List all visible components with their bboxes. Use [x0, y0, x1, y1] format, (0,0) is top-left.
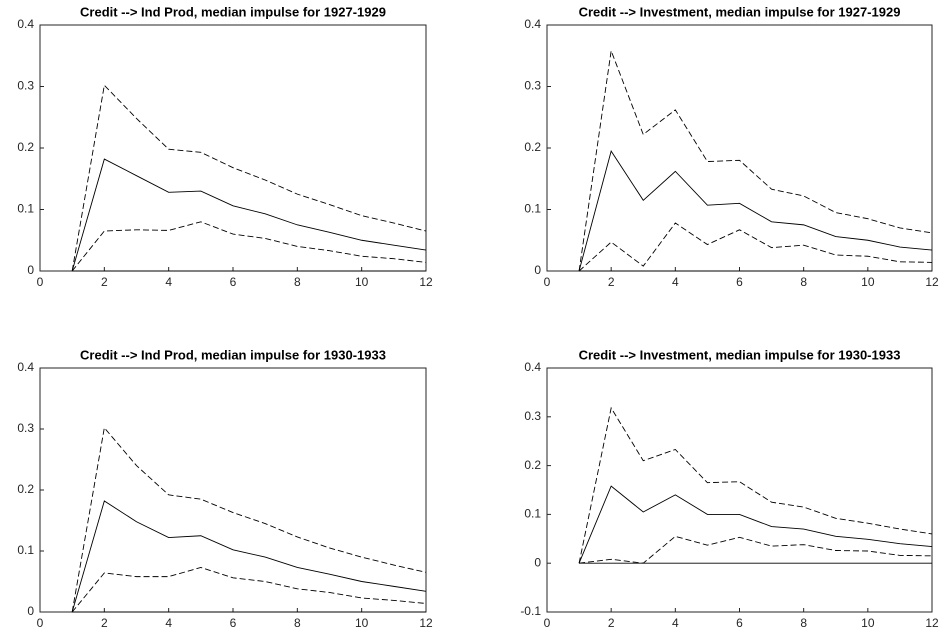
y-tick-label: 0.4 — [524, 17, 541, 31]
series-line — [578, 485, 933, 564]
x-tick-label: 12 — [419, 616, 433, 630]
y-tick-label: 0.3 — [524, 79, 541, 93]
x-tick-label: 6 — [230, 275, 237, 289]
y-tick-label: 0 — [534, 555, 541, 569]
plot-area — [546, 24, 933, 272]
y-tick-label: 0.4 — [524, 360, 541, 374]
series-line — [578, 149, 933, 272]
x-tick-label: 2 — [101, 275, 108, 289]
chart-title: Credit --> Ind Prod, median impulse for … — [80, 4, 386, 19]
x-tick-label: 4 — [165, 275, 172, 289]
plot-area — [39, 24, 427, 272]
plot-area — [39, 367, 427, 613]
x-tick-label: 0 — [37, 275, 44, 289]
x-tick-label: 12 — [925, 275, 939, 289]
y-tick-label: 0.4 — [17, 360, 34, 374]
y-tick-label: 0.3 — [17, 79, 34, 93]
x-tick-label: 0 — [37, 616, 44, 630]
x-tick-label: 2 — [101, 616, 108, 630]
x-tick-label: 4 — [672, 616, 679, 630]
plot-area — [546, 367, 933, 613]
y-tick-label: 0 — [534, 263, 541, 277]
y-tick-label: 0.2 — [524, 140, 541, 154]
y-tick-label: 0.1 — [524, 202, 541, 216]
x-tick-label: 2 — [608, 275, 615, 289]
x-tick-label: 10 — [861, 275, 875, 289]
y-tick-label: 0 — [27, 263, 34, 277]
x-tick-label: 6 — [230, 616, 237, 630]
x-tick-label: 12 — [419, 275, 433, 289]
x-tick-label: 10 — [861, 616, 875, 630]
series-line — [578, 222, 933, 272]
x-tick-label: 6 — [736, 275, 743, 289]
series-line — [71, 158, 427, 272]
panel: Credit --> Ind Prod, median impulse for … — [17, 4, 433, 289]
y-tick-label: 0.4 — [17, 17, 34, 31]
series-line — [578, 49, 933, 272]
x-tick-label: 8 — [294, 275, 301, 289]
chart-title: Credit --> Ind Prod, median impulse for … — [80, 347, 386, 362]
panel: Credit --> Investment, median impulse fo… — [524, 4, 939, 289]
x-tick-label: 6 — [736, 616, 743, 630]
x-tick-label: 12 — [925, 616, 939, 630]
panel: Credit --> Investment, median impulse fo… — [520, 347, 939, 630]
x-tick-label: 0 — [544, 616, 551, 630]
y-tick-label: 0.2 — [17, 482, 34, 496]
y-tick-label: 0.3 — [17, 421, 34, 435]
series-line — [71, 426, 427, 613]
series-line — [71, 84, 427, 272]
series-line — [71, 221, 427, 272]
y-tick-label: 0.3 — [524, 409, 541, 423]
chart-title: Credit --> Investment, median impulse fo… — [579, 347, 901, 362]
y-tick-label: -0.1 — [520, 604, 541, 618]
x-tick-label: 2 — [608, 616, 615, 630]
series-line — [71, 500, 427, 613]
x-tick-label: 4 — [165, 616, 172, 630]
y-tick-label: 0.1 — [17, 543, 34, 557]
x-tick-label: 0 — [544, 275, 551, 289]
y-tick-label: 0.1 — [524, 507, 541, 521]
series-line — [579, 535, 933, 564]
x-tick-label: 10 — [355, 275, 369, 289]
y-tick-label: 0.2 — [17, 140, 34, 154]
x-tick-label: 10 — [355, 616, 369, 630]
series-line — [578, 406, 933, 564]
x-tick-label: 8 — [800, 275, 807, 289]
panel: Credit --> Ind Prod, median impulse for … — [17, 347, 433, 630]
series-line — [71, 566, 427, 613]
y-tick-label: 0.1 — [17, 202, 34, 216]
chart-title: Credit --> Investment, median impulse fo… — [579, 4, 901, 19]
x-tick-label: 8 — [294, 616, 301, 630]
x-tick-label: 4 — [672, 275, 679, 289]
x-tick-label: 8 — [800, 616, 807, 630]
y-tick-label: 0.2 — [524, 458, 541, 472]
y-tick-label: 0 — [27, 604, 34, 618]
